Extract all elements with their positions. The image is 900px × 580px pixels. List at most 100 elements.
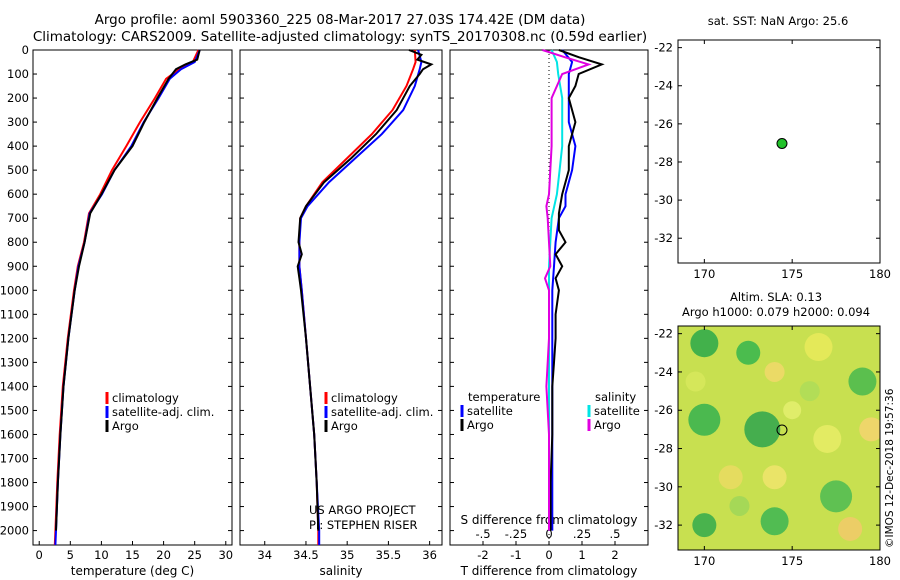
map-x-tick-label: 180 — [869, 554, 891, 568]
depth-tick-label: 1600 — [0, 427, 29, 441]
depth-tick-label: 200 — [7, 91, 29, 105]
credit-pi: PI: STEPHEN RISER — [309, 518, 418, 532]
legend-label: climatology — [112, 391, 179, 405]
depth-tick-label: 1700 — [0, 451, 29, 465]
x-tick-label: -2 — [477, 548, 488, 562]
series-line-salinity-argo — [296, 49, 434, 531]
depth-tick-label: 2000 — [0, 524, 29, 538]
depth-tick-label: 100 — [7, 67, 29, 81]
heatmap-cell — [760, 507, 789, 536]
map-x-tick-label: 170 — [693, 554, 715, 568]
depth-tick-label: 1400 — [0, 379, 29, 393]
legend-label: climatology — [331, 391, 398, 405]
map-x-tick-label: 180 — [869, 267, 891, 281]
s-diff-tick-label: 0 — [545, 527, 552, 541]
depth-tick-label: 600 — [7, 187, 29, 201]
depth-tick-label: 1200 — [0, 331, 29, 345]
series-line-difference-s-satellite — [548, 49, 564, 531]
depth-tick-label: 1300 — [0, 355, 29, 369]
heatmap-cell — [736, 340, 761, 365]
x-tick-label: 5 — [67, 548, 74, 562]
series-line-temperature-climatology — [53, 49, 200, 546]
map-y-tick-label: -30 — [654, 480, 673, 494]
depth-tick-label: 300 — [7, 115, 29, 129]
depth-tick-label: 700 — [7, 211, 29, 225]
title-line-1: Argo profile: aoml 5903360_225 08-Mar-20… — [94, 12, 586, 28]
x-tick-label: 25 — [187, 548, 202, 562]
heatmap-cell — [718, 465, 743, 490]
heatmap-cell — [820, 480, 853, 513]
plot-frame-salinity — [239, 49, 443, 546]
sla-map-title-line-1: Altim. SLA: 0.13 — [730, 290, 822, 304]
heatmap-cell — [783, 401, 802, 420]
legend-label: Argo — [331, 419, 358, 433]
heatmap-cell — [838, 516, 863, 541]
depth-tick-label: 900 — [7, 259, 29, 273]
map-y-tick-label: -26 — [654, 403, 673, 417]
legend-header-salinity: salinity — [595, 390, 636, 404]
argo-position-marker — [776, 424, 788, 436]
map-x-tick-label: 170 — [693, 267, 715, 281]
sla-map-title-line-2: Argo h1000: 0.079 h2000: 0.094 — [682, 305, 870, 319]
legend-label: Argo — [467, 418, 494, 432]
heatmap-cell — [848, 367, 877, 396]
x-tick-label: 34.5 — [293, 548, 319, 562]
series-line-temperature-argo — [55, 49, 201, 531]
legend-label: satellite — [467, 404, 513, 418]
map-y-tick-label: -24 — [654, 79, 673, 93]
legend-label: satellite — [594, 404, 640, 418]
heatmap-cell — [688, 403, 721, 436]
map-y-tick-label: -24 — [654, 365, 673, 379]
s-diff-tick-label: .5 — [610, 527, 621, 541]
map-y-tick-label: -22 — [654, 41, 673, 55]
argo-position-marker — [776, 137, 788, 149]
heatmap-cell — [744, 411, 781, 448]
depth-tick-label: 1000 — [0, 283, 29, 297]
x-tick-label: 35 — [340, 548, 355, 562]
series-line-difference-t-argo — [549, 49, 605, 531]
legend-label: Argo — [594, 418, 621, 432]
map-y-tick-label: -32 — [654, 231, 673, 245]
map-frame-sla_map — [677, 325, 881, 551]
x-tick-label: 34 — [257, 548, 272, 562]
x-tick-label: 15 — [125, 548, 140, 562]
map-frame-sst_map — [677, 39, 881, 264]
x-tick-label: 20 — [156, 548, 171, 562]
heatmap-field — [678, 326, 880, 550]
x-axis-label-difference: T difference from climatology — [460, 564, 638, 578]
x-tick-label: 0 — [545, 548, 552, 562]
s-diff-tick-label: -.25 — [505, 527, 527, 541]
heatmap-cell — [813, 424, 842, 453]
map-x-tick-label: 175 — [781, 554, 803, 568]
map-y-tick-label: -32 — [654, 518, 673, 532]
heatmap-cell — [692, 513, 717, 538]
sst-map-title: sat. SST: NaN Argo: 25.6 — [708, 14, 849, 28]
plot-frame-temperature — [32, 49, 233, 546]
x-tick-label: 1 — [578, 548, 585, 562]
depth-tick-label: 1100 — [0, 307, 29, 321]
map-y-tick-label: -22 — [654, 327, 673, 341]
s-diff-tick-label: .25 — [573, 527, 591, 541]
depth-tick-label: 800 — [7, 235, 29, 249]
x-tick-label: -1 — [510, 548, 521, 562]
series-line-temperature-satellite — [54, 49, 201, 546]
map-y-tick-label: -26 — [654, 117, 673, 131]
map-y-tick-label: -28 — [654, 155, 673, 169]
depth-tick-label: 1800 — [0, 476, 29, 490]
heatmap-cell — [804, 333, 833, 362]
depth-tick-label: 400 — [7, 139, 29, 153]
legend-label: satellite-adj. clim. — [112, 405, 214, 419]
x-tick-label: 35.5 — [376, 548, 402, 562]
heatmap-cell — [729, 495, 750, 516]
x-tick-label: 0 — [36, 548, 43, 562]
series-line-difference-t-satellite — [551, 49, 577, 531]
depth-tick-label: 1900 — [0, 500, 29, 514]
legend-label: Argo — [112, 419, 139, 433]
footer-timestamp: ©IMOS 12-Dec-2018 19:57:36 — [884, 388, 896, 548]
x-tick-label: 2 — [611, 548, 618, 562]
map-x-tick-label: 175 — [781, 267, 803, 281]
series-line-salinity-satellite — [298, 49, 423, 545]
map-y-tick-label: -28 — [654, 442, 673, 456]
depth-tick-label: 0 — [22, 43, 29, 57]
